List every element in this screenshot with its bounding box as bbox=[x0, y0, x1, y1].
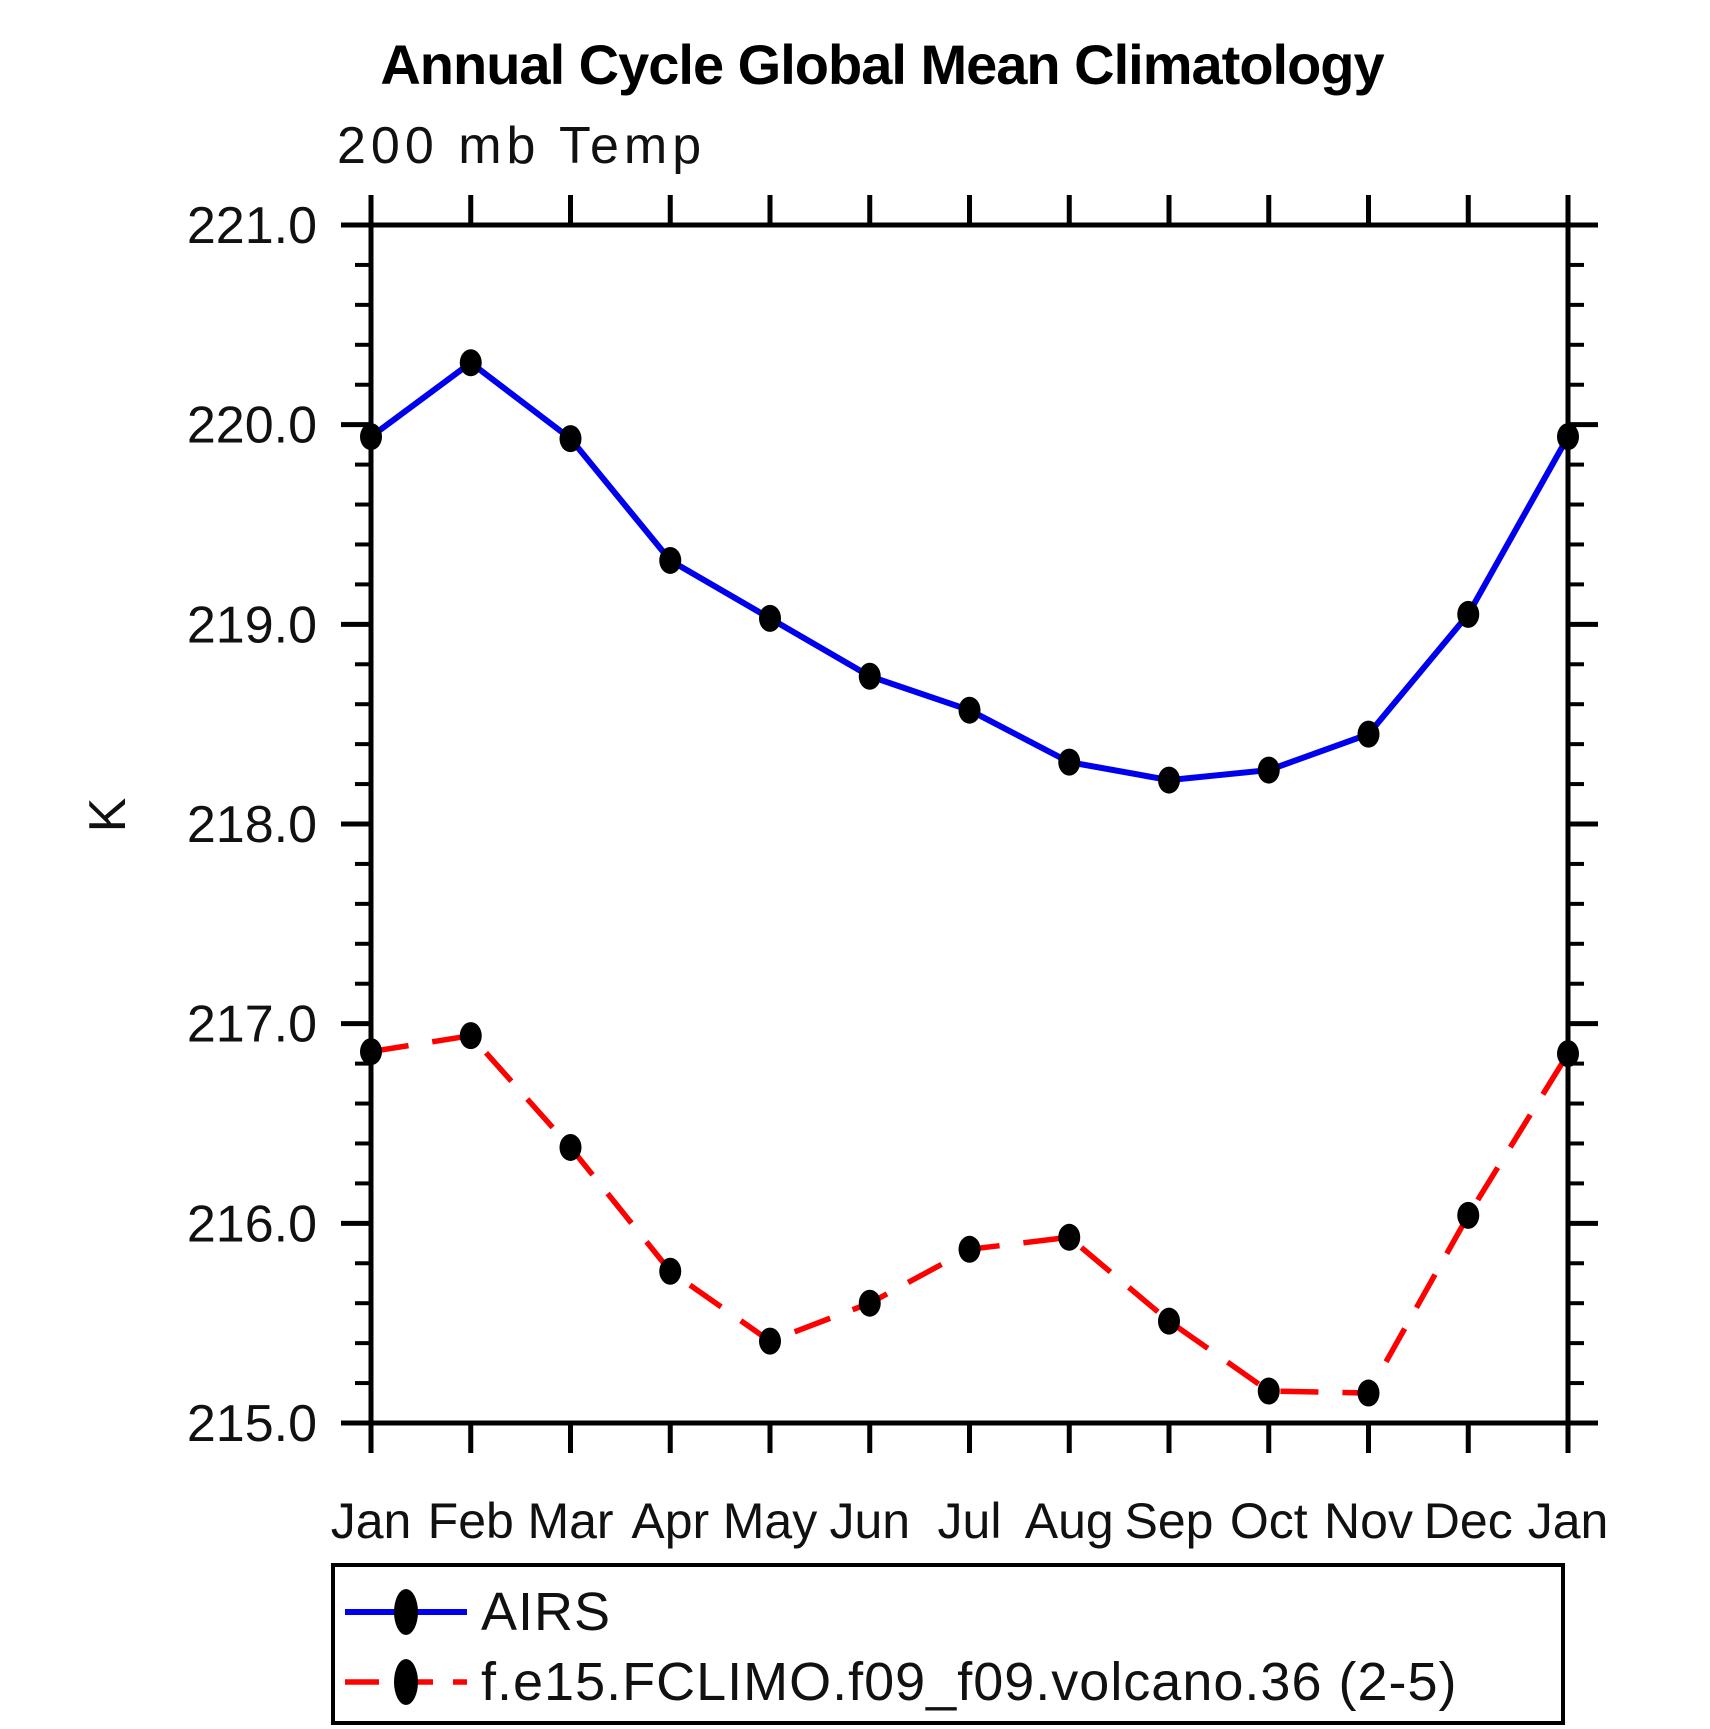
data-point-marker bbox=[659, 546, 682, 574]
x-tick-label: Nov bbox=[1324, 1493, 1413, 1549]
data-point-marker bbox=[759, 1327, 781, 1355]
legend-label-airs: AIRS bbox=[481, 1582, 611, 1642]
legend-marker bbox=[394, 1659, 418, 1705]
chart-title: Annual Cycle Global Mean Climatology bbox=[380, 33, 1384, 96]
y-axis-label: K bbox=[79, 797, 137, 832]
model-line bbox=[370, 1032, 1571, 1396]
data-point-marker bbox=[858, 1289, 881, 1317]
data-point-marker bbox=[759, 604, 781, 632]
legend-samples bbox=[345, 1589, 467, 1705]
x-tick-label: Jun bbox=[829, 1493, 910, 1549]
data-point-marker bbox=[559, 425, 582, 453]
data-point-marker bbox=[1158, 766, 1180, 794]
y-tick-label: 219.0 bbox=[187, 596, 317, 654]
axes: 215.0 216.0 217.0 218.0 219.0 220.0 221.0 Jan Fe… bbox=[187, 195, 1608, 1549]
x-tick-label: Feb bbox=[428, 1493, 514, 1549]
data-point-marker bbox=[1557, 1040, 1579, 1068]
y-tick-label: 215.0 bbox=[187, 1395, 317, 1453]
data-series bbox=[360, 349, 1579, 1407]
x-tick-label: Sep bbox=[1125, 1493, 1214, 1549]
data-point-marker bbox=[858, 662, 881, 690]
data-point-marker bbox=[958, 696, 981, 724]
y-tick-label: 217.0 bbox=[187, 996, 317, 1054]
model-series bbox=[360, 1022, 1579, 1407]
y-tick-label: 221.0 bbox=[187, 197, 317, 255]
data-point-marker bbox=[1257, 756, 1280, 784]
axis-subtitle: 200 mb Temp bbox=[337, 117, 706, 175]
x-tick-label: Oct bbox=[1230, 1493, 1308, 1549]
data-point-marker bbox=[1357, 720, 1380, 748]
legend-label-model: f.e15.FCLIMO.f09_f09.volcano.36 (2-5) bbox=[481, 1652, 1458, 1712]
y-tick-label: 218.0 bbox=[187, 796, 317, 854]
data-point-marker bbox=[559, 1133, 582, 1161]
legend-marker bbox=[394, 1589, 418, 1635]
data-point-marker bbox=[459, 1022, 482, 1050]
data-point-marker bbox=[360, 423, 382, 451]
data-point-marker bbox=[1058, 1223, 1081, 1251]
x-tick-label: Dec bbox=[1424, 1493, 1513, 1549]
data-point-marker bbox=[459, 349, 482, 377]
data-point-marker bbox=[1357, 1379, 1380, 1407]
x-tick-label: May bbox=[723, 1493, 817, 1549]
x-tick-label: Jul bbox=[938, 1493, 1002, 1549]
data-point-marker bbox=[360, 1038, 382, 1066]
y-tick-label: 216.0 bbox=[187, 1195, 317, 1253]
data-point-marker bbox=[659, 1257, 682, 1285]
legend-box bbox=[331, 1563, 1565, 1725]
data-point-marker bbox=[1457, 600, 1480, 628]
data-point-marker bbox=[1557, 423, 1579, 451]
x-tick-label: Apr bbox=[631, 1493, 709, 1549]
data-point-marker bbox=[1158, 1307, 1180, 1335]
data-point-marker bbox=[1457, 1201, 1480, 1229]
data-point-marker bbox=[1058, 748, 1081, 776]
data-point-marker bbox=[1257, 1377, 1280, 1405]
y-tick-label: 220.0 bbox=[187, 397, 317, 455]
data-point-marker bbox=[958, 1235, 981, 1263]
x-tick-label: Mar bbox=[527, 1493, 613, 1549]
x-tick-label: Jan bbox=[331, 1493, 412, 1549]
legend: AIRS f.e15.FCLIMO.f09_f09.volcano.36 (2-… bbox=[331, 1563, 1565, 1725]
x-tick-label: Jan bbox=[1528, 1493, 1609, 1549]
airs-series bbox=[360, 349, 1579, 794]
x-tick-label: Aug bbox=[1025, 1493, 1114, 1549]
